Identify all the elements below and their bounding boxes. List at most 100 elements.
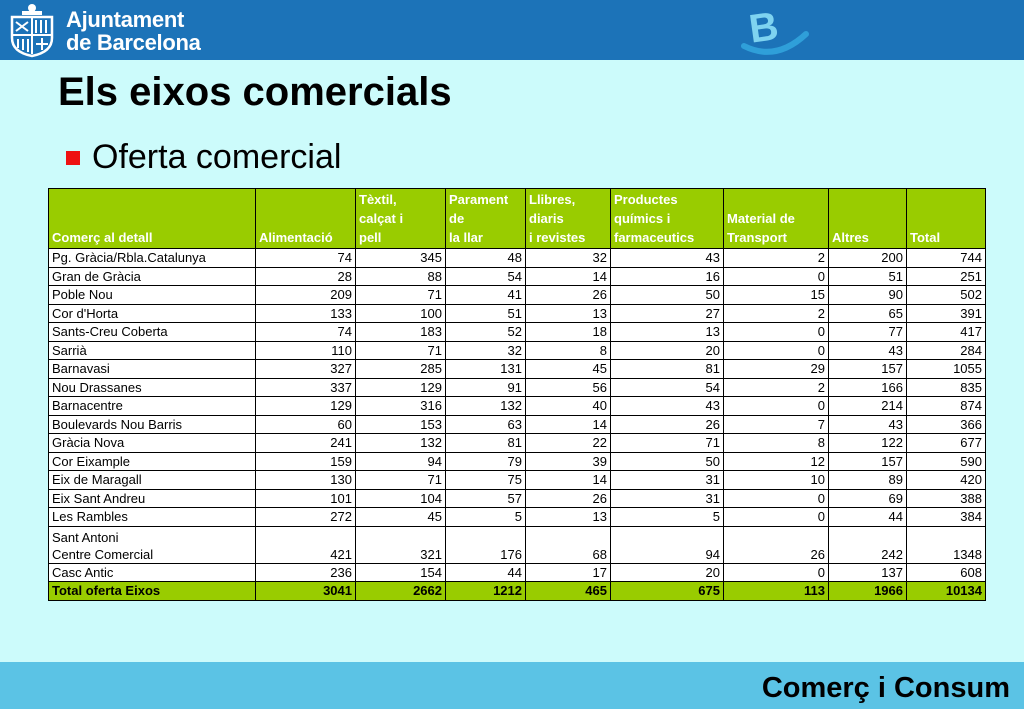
cell-value: 384 bbox=[906, 507, 986, 527]
cell-value: 157 bbox=[828, 451, 907, 471]
column-header-line: Parament bbox=[449, 192, 509, 207]
cell-value: 68 bbox=[525, 525, 611, 564]
cell-value: 113 bbox=[723, 581, 829, 601]
column-header-line: Alimentació bbox=[259, 230, 333, 245]
table-header-row: Comerç al detall Alimentació Tèxtil, calçat… bbox=[48, 188, 986, 249]
cell-value: 166 bbox=[828, 377, 907, 397]
table-body: Pg. Gràcia/Rbla.Catalunya 74 345 48 32 43 2 200… bbox=[48, 248, 986, 601]
cell-value: 54 bbox=[445, 266, 526, 286]
cell-value: 129 bbox=[355, 377, 446, 397]
cell-value: 5 bbox=[445, 507, 526, 527]
cell-value: 88 bbox=[355, 266, 446, 286]
row-label: Eix Sant Andreu bbox=[48, 488, 256, 508]
row-label: Gran de Gràcia bbox=[48, 266, 256, 286]
cell-value: 465 bbox=[525, 581, 611, 601]
cell-value: 5 bbox=[610, 507, 724, 527]
cell-value: 835 bbox=[906, 377, 986, 397]
column-header: Comerç al detall bbox=[48, 188, 256, 249]
cell-value: 132 bbox=[445, 396, 526, 416]
cell-value: 31 bbox=[610, 488, 724, 508]
cell-value: 77 bbox=[828, 322, 907, 342]
row-label: Pg. Gràcia/Rbla.Catalunya bbox=[48, 248, 256, 268]
row-label: Total oferta Eixos bbox=[48, 581, 256, 601]
cell-value: 675 bbox=[610, 581, 724, 601]
cell-value: 94 bbox=[355, 451, 446, 471]
cell-value: 14 bbox=[525, 266, 611, 286]
row-label: Sarrià bbox=[48, 340, 256, 360]
cell-value: 39 bbox=[525, 451, 611, 471]
cell-value: 74 bbox=[255, 322, 356, 342]
cell-value: 183 bbox=[355, 322, 446, 342]
cell-value: 608 bbox=[906, 562, 986, 582]
cell-value: 0 bbox=[723, 562, 829, 582]
cell-value: 388 bbox=[906, 488, 986, 508]
cell-value: 159 bbox=[255, 451, 356, 471]
cell-value: 236 bbox=[255, 562, 356, 582]
row-label: Barnacentre bbox=[48, 396, 256, 416]
cell-value: 94 bbox=[610, 525, 724, 564]
column-header-line: i revistes bbox=[529, 230, 586, 245]
cell-value: 20 bbox=[610, 562, 724, 582]
column-header: Total bbox=[906, 188, 986, 249]
column-header: Tèxtil, calçat i pell bbox=[355, 188, 446, 249]
cell-value: 8 bbox=[525, 340, 611, 360]
cell-value: 13 bbox=[610, 322, 724, 342]
row-label-line: Centre Comercial bbox=[52, 546, 154, 562]
cell-value: 71 bbox=[610, 433, 724, 453]
table-row: Casc Antic 236 154 44 17 20 0 137 608 bbox=[48, 562, 986, 582]
cell-value: 26 bbox=[525, 285, 611, 305]
cell-value: 100 bbox=[355, 303, 446, 323]
row-label: Casc Antic bbox=[48, 562, 256, 582]
cell-value: 0 bbox=[723, 507, 829, 527]
cell-value: 421 bbox=[255, 525, 356, 564]
cell-value: 154 bbox=[355, 562, 446, 582]
cell-value: 417 bbox=[906, 322, 986, 342]
column-header-line: de bbox=[449, 211, 465, 226]
table-row: Eix de Maragall 130 71 75 14 31 10 89 420 bbox=[48, 470, 986, 490]
logo-line-2: de Barcelona bbox=[66, 30, 201, 55]
header-bar: Ajuntament de Barcelona B bbox=[0, 0, 1024, 60]
cell-value: 10134 bbox=[906, 581, 986, 601]
cell-value: 251 bbox=[906, 266, 986, 286]
cell-value: 366 bbox=[906, 414, 986, 434]
cell-value: 284 bbox=[906, 340, 986, 360]
row-label: Eix de Maragall bbox=[48, 470, 256, 490]
cell-value: 13 bbox=[525, 507, 611, 527]
row-label: Cor Eixample bbox=[48, 451, 256, 471]
cell-value: 285 bbox=[355, 359, 446, 379]
cell-value: 31 bbox=[610, 470, 724, 490]
cell-value: 51 bbox=[445, 303, 526, 323]
barcelona-shield-icon bbox=[10, 4, 54, 58]
cell-value: 43 bbox=[828, 414, 907, 434]
cell-value: 0 bbox=[723, 266, 829, 286]
cell-value: 242 bbox=[828, 525, 907, 564]
cell-value: 29 bbox=[723, 359, 829, 379]
cell-value: 50 bbox=[610, 451, 724, 471]
cell-value: 1055 bbox=[906, 359, 986, 379]
cell-value: 27 bbox=[610, 303, 724, 323]
table-row: Les Rambles 272 45 5 13 5 0 44 384 bbox=[48, 507, 986, 527]
logo-line-1: Ajuntament bbox=[66, 7, 185, 32]
column-header-line: Total bbox=[910, 230, 941, 245]
cell-value: 874 bbox=[906, 396, 986, 416]
cell-value: 241 bbox=[255, 433, 356, 453]
cell-value: 32 bbox=[525, 248, 611, 268]
total-row: Total oferta Eixos 3041 2662 1212 465 675 113 1… bbox=[48, 581, 986, 601]
cell-value: 22 bbox=[525, 433, 611, 453]
cell-value: 3041 bbox=[255, 581, 356, 601]
cell-value: 2662 bbox=[355, 581, 446, 601]
column-header: Productes químics i farmaceutics bbox=[610, 188, 724, 249]
cell-value: 91 bbox=[445, 377, 526, 397]
column-header-line: Comerç al detall bbox=[52, 230, 153, 245]
cell-value: 14 bbox=[525, 414, 611, 434]
cell-value: 122 bbox=[828, 433, 907, 453]
cell-value: 60 bbox=[255, 414, 356, 434]
cell-value: 17 bbox=[525, 562, 611, 582]
cell-value: 32 bbox=[445, 340, 526, 360]
cell-value: 10 bbox=[723, 470, 829, 490]
table-row: Boulevards Nou Barris 60 153 63 14 26 7 43 366 bbox=[48, 414, 986, 434]
cell-value: 101 bbox=[255, 488, 356, 508]
cell-value: 54 bbox=[610, 377, 724, 397]
cell-value: 7 bbox=[723, 414, 829, 434]
cell-value: 16 bbox=[610, 266, 724, 286]
